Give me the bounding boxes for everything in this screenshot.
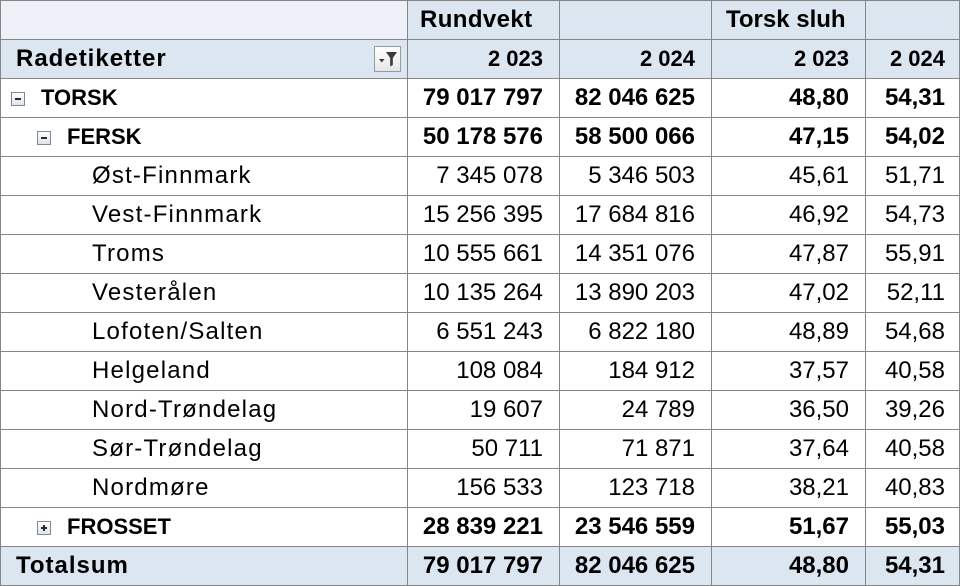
value-torsk-sluh-2023[interactable]: 47,15: [712, 118, 866, 157]
total-rundvekt-2024[interactable]: 82 046 625: [560, 547, 712, 586]
value-torsk-sluh-2024[interactable]: 54,68: [866, 313, 960, 352]
row-label-torsk[interactable]: TORSK: [1, 79, 408, 118]
value-torsk-sluh-2024[interactable]: 40,83: [866, 469, 960, 508]
row-label-totalsum[interactable]: Totalsum: [1, 547, 408, 586]
value-torsk-sluh-2024[interactable]: 52,11: [866, 274, 960, 313]
value-torsk-sluh-2023[interactable]: 37,57: [712, 352, 866, 391]
value-rundvekt-2023[interactable]: 10 555 661: [408, 235, 560, 274]
year-header-rundvekt-2023[interactable]: 2 023: [408, 40, 560, 79]
value-torsk-sluh-2024[interactable]: 40,58: [866, 430, 960, 469]
value-rundvekt-2024[interactable]: 23 546 559: [560, 508, 712, 547]
row-label-text: TORSK: [41, 85, 118, 110]
total-rundvekt-2023[interactable]: 79 017 797: [408, 547, 560, 586]
year-header-rundvekt-2024[interactable]: 2 024: [560, 40, 712, 79]
collapse-fersk-button[interactable]: [37, 131, 51, 145]
value-rundvekt-2024[interactable]: 5 346 503: [560, 157, 712, 196]
filter-dropdown-icon: [379, 52, 397, 67]
measure-header-rundvekt[interactable]: Rundvekt: [408, 1, 560, 40]
row-label-helgeland[interactable]: Helgeland: [1, 352, 408, 391]
row-label-ost-finnmark[interactable]: Øst-Finnmark: [1, 157, 408, 196]
value-rundvekt-2023[interactable]: 50 178 576: [408, 118, 560, 157]
value-torsk-sluh-2023[interactable]: 45,61: [712, 157, 866, 196]
value-torsk-sluh-2023[interactable]: 51,67: [712, 508, 866, 547]
pivot-corner-cell[interactable]: [1, 1, 408, 40]
measure-header-rundvekt-blank[interactable]: [560, 1, 712, 40]
value-torsk-sluh-2023[interactable]: 37,64: [712, 430, 866, 469]
value-rundvekt-2024[interactable]: 82 046 625: [560, 79, 712, 118]
value-torsk-sluh-2024[interactable]: 54,02: [866, 118, 960, 157]
value-torsk-sluh-2023[interactable]: 46,92: [712, 196, 866, 235]
value-rundvekt-2024[interactable]: 58 500 066: [560, 118, 712, 157]
value-rundvekt-2023[interactable]: 10 135 264: [408, 274, 560, 313]
collapse-minus-icon: [41, 137, 47, 139]
value-rundvekt-2023[interactable]: 156 533: [408, 469, 560, 508]
value-torsk-sluh-2023[interactable]: 47,02: [712, 274, 866, 313]
value-rundvekt-2023[interactable]: 50 711: [408, 430, 560, 469]
value-torsk-sluh-2024[interactable]: 55,03: [866, 508, 960, 547]
measure-header-torsk-sluh-blank[interactable]: [866, 1, 960, 40]
value-rundvekt-2024[interactable]: 184 912: [560, 352, 712, 391]
value-torsk-sluh-2024[interactable]: 55,91: [866, 235, 960, 274]
value-torsk-sluh-2024[interactable]: 54,73: [866, 196, 960, 235]
value-rundvekt-2024[interactable]: 71 871: [560, 430, 712, 469]
row-label-fersk[interactable]: FERSK: [1, 118, 408, 157]
value-rundvekt-2023[interactable]: 19 607: [408, 391, 560, 430]
value-torsk-sluh-2023[interactable]: 38,21: [712, 469, 866, 508]
row-label-vest-finnmark[interactable]: Vest-Finnmark: [1, 196, 408, 235]
value-rundvekt-2024[interactable]: 17 684 816: [560, 196, 712, 235]
expand-frosset-button[interactable]: [37, 521, 51, 535]
year-header-torsk-sluh-2023[interactable]: 2 023: [712, 40, 866, 79]
row-label-frosset[interactable]: FROSSET: [1, 508, 408, 547]
value-rundvekt-2024[interactable]: 13 890 203: [560, 274, 712, 313]
value-torsk-sluh-2024[interactable]: 54,31: [866, 79, 960, 118]
year-header-torsk-sluh-2024[interactable]: 2 024: [866, 40, 960, 79]
measure-header-torsk-sluh[interactable]: Torsk sluh: [712, 1, 866, 40]
value-rundvekt-2024[interactable]: 24 789: [560, 391, 712, 430]
row-label-lofoten-salten[interactable]: Lofoten/Salten: [1, 313, 408, 352]
value-rundvekt-2023[interactable]: 79 017 797: [408, 79, 560, 118]
row-label-sor-trondelag[interactable]: Sør-Trøndelag: [1, 430, 408, 469]
value-torsk-sluh-2023[interactable]: 48,89: [712, 313, 866, 352]
value-rundvekt-2024[interactable]: 123 718: [560, 469, 712, 508]
row-label-vesteralen[interactable]: Vesterålen: [1, 274, 408, 313]
value-torsk-sluh-2024[interactable]: 40,58: [866, 352, 960, 391]
row-label-troms[interactable]: Troms: [1, 235, 408, 274]
value-torsk-sluh-2023[interactable]: 47,87: [712, 235, 866, 274]
row-label-nord-trondelag[interactable]: Nord-Trøndelag: [1, 391, 408, 430]
value-rundvekt-2023[interactable]: 7 345 078: [408, 157, 560, 196]
value-rundvekt-2023[interactable]: 15 256 395: [408, 196, 560, 235]
total-torsk-sluh-2023[interactable]: 48,80: [712, 547, 866, 586]
row-label-text: FROSSET: [67, 514, 171, 539]
value-rundvekt-2024[interactable]: 6 822 180: [560, 313, 712, 352]
collapse-torsk-button[interactable]: [11, 92, 25, 106]
value-torsk-sluh-2024[interactable]: 51,71: [866, 157, 960, 196]
row-label-text: FERSK: [67, 124, 142, 149]
value-rundvekt-2024[interactable]: 14 351 076: [560, 235, 712, 274]
value-rundvekt-2023[interactable]: 6 551 243: [408, 313, 560, 352]
row-labels-header: Radetiketter: [16, 45, 167, 72]
expand-plus-icon: [41, 525, 47, 531]
value-torsk-sluh-2024[interactable]: 39,26: [866, 391, 960, 430]
value-rundvekt-2023[interactable]: 108 084: [408, 352, 560, 391]
total-torsk-sluh-2024[interactable]: 54,31: [866, 547, 960, 586]
collapse-minus-icon: [15, 98, 21, 100]
row-labels-header-cell[interactable]: Radetiketter: [1, 40, 408, 79]
value-rundvekt-2023[interactable]: 28 839 221: [408, 508, 560, 547]
value-torsk-sluh-2023[interactable]: 48,80: [712, 79, 866, 118]
row-label-nordmore[interactable]: Nordmøre: [1, 469, 408, 508]
row-labels-filter-button[interactable]: [374, 46, 401, 72]
value-torsk-sluh-2023[interactable]: 36,50: [712, 391, 866, 430]
